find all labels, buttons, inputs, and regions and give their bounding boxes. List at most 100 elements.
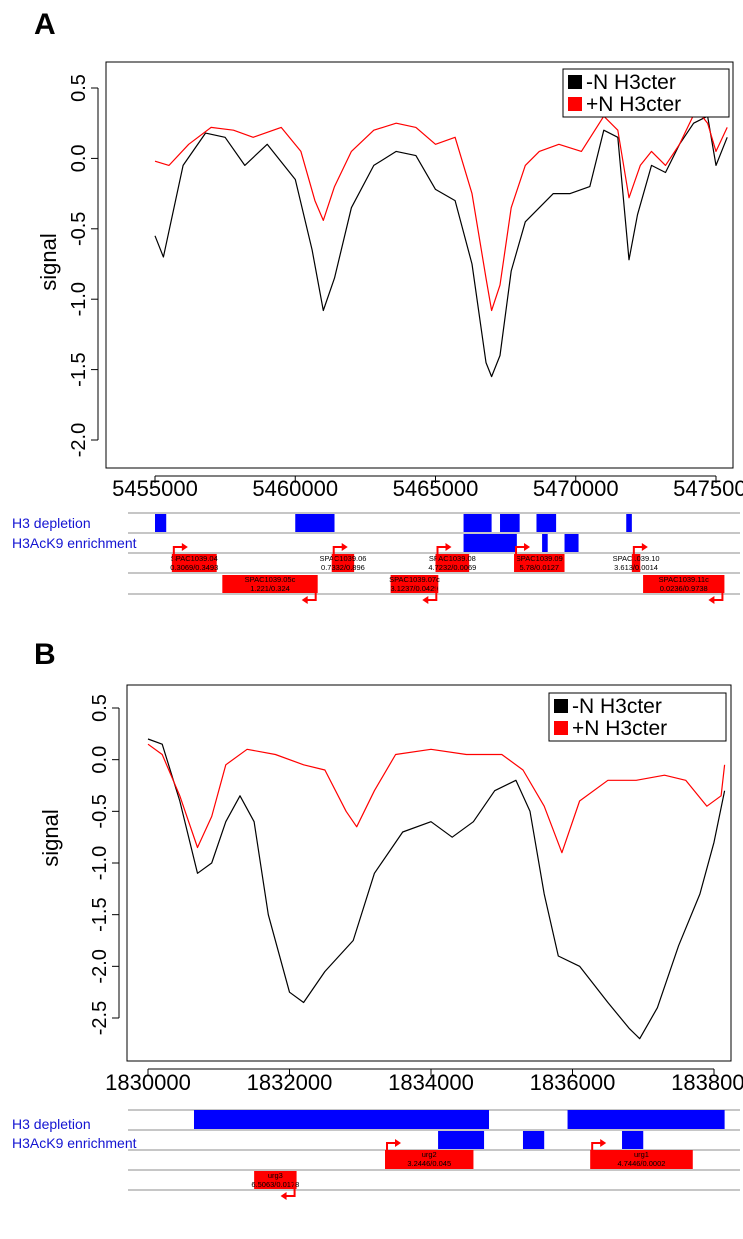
panel-a-gene-name: SPAC1039.11c <box>659 575 709 584</box>
panel-b-tss-arrowhead <box>280 1192 287 1200</box>
panel-a-tss-arrow <box>332 546 344 562</box>
panel-b-gene-name: urg2 <box>422 1150 437 1159</box>
panel-a-y-tick-label: -2.0 <box>68 423 90 457</box>
panel-a-gene-box <box>390 575 439 593</box>
panel-a-tss-arrowhead <box>445 543 452 551</box>
panel-b-track-enrichment-label: H3AcK9 enrichment <box>12 1135 137 1151</box>
panel-a-x-tick-label: 5475000 <box>673 476 743 501</box>
panel-b-tss-arrowhead <box>600 1139 607 1147</box>
panel-b-enrichment-block <box>438 1131 485 1149</box>
panel-b-gene-box <box>385 1150 474 1169</box>
panel-b-series-pos-h3cter-line <box>147 743 726 854</box>
panel-a-tss-arrow <box>632 546 644 562</box>
panel-b-x-tick-label: 1838000 <box>671 1070 743 1095</box>
panel-b-y-tick-label: -2.5 <box>89 1001 111 1035</box>
panel-a-gene-name: SPAC1039.08 <box>429 554 476 563</box>
panel-a-depletion-block <box>155 514 167 532</box>
panel-b-enrichment-block <box>522 1131 545 1149</box>
panel-a-gene-name: SPAC1039.05c <box>245 575 296 584</box>
panel-a-legend-swatch-neg <box>568 75 582 89</box>
panel-b-tss-arrow <box>386 1142 398 1158</box>
panel-b-x-tick-label: 1836000 <box>530 1070 616 1095</box>
panel-a-y-tick-label: -0.5 <box>68 212 90 246</box>
panel-b-legend-swatch-neg <box>554 699 568 713</box>
panel-a-series-pos-h3cter-line <box>154 108 728 312</box>
panel-a-x-tick-label: 5465000 <box>393 476 479 501</box>
panel-b-depletion-block <box>567 1110 725 1129</box>
panel-a-legend: -N H3cter +N H3cter <box>562 68 730 118</box>
panel-a-tss-arrowhead <box>301 596 308 604</box>
panel-a-gene-box <box>514 554 565 572</box>
panel-b-y-tick-label: 0.5 <box>89 694 111 722</box>
panel-b-y-tick-label: -0.5 <box>89 794 111 828</box>
panel-a-gene-box <box>331 554 355 572</box>
panel-b-legend-pos: +N H3cter <box>572 717 667 740</box>
panel-b-x-tick-label: 1830000 <box>105 1070 191 1095</box>
panel-a-tss-arrowhead <box>341 543 348 551</box>
panel-a-gene-score: 3.1237/0.0429 <box>390 584 438 593</box>
panel-a-tss-arrow <box>515 546 527 562</box>
panel-b-y-tick-label: 0.0 <box>89 746 111 774</box>
panel-a-legend-box <box>562 68 730 118</box>
panel-a-gene-box <box>171 554 217 572</box>
panel-a-tss-arrowhead <box>708 596 715 604</box>
panel-a-letter: A <box>34 8 56 41</box>
panel-a-legend-swatch-pos <box>568 97 582 111</box>
panel-b-gene-score: 6.5063/0.0178 <box>251 1180 299 1189</box>
panel-a-x-tick-label: 5470000 <box>533 476 619 501</box>
panel-b-gene-name: urg1 <box>634 1150 649 1159</box>
panel-a-gene-score: 5.78/0.0127 <box>519 563 559 572</box>
panel-a-y-tick-label: -1.0 <box>68 282 90 316</box>
panel-a-gene-score: 4.7232/0.0069 <box>428 563 476 572</box>
panel-a-gene-score: 3.613/0.0014 <box>614 563 658 572</box>
panel-b-tss-arrow <box>284 1181 296 1197</box>
panel-a-enrichment-block <box>463 534 517 552</box>
panel-b-track-depletion-label: H3 depletion <box>12 1116 91 1132</box>
panel-a-x-tick-label: 5460000 <box>252 476 338 501</box>
panel-b-y-tick-label: -2.0 <box>89 949 111 983</box>
panel-a-tss-arrowhead <box>641 543 648 551</box>
panel-b-tss-arrowhead <box>395 1139 402 1147</box>
panel-a-plot-frame <box>105 61 734 469</box>
panel-a-x-tick-label: 5455000 <box>112 476 198 501</box>
panel-b-gene-box <box>254 1171 297 1189</box>
panel-a-gene-box <box>222 575 318 593</box>
panel-a-plot: -2.0 -1.5 -1.0 -0.5 0.0 0.5 5455000 5460000 5465… <box>68 61 743 501</box>
panel-a-tss-arrow <box>436 546 448 562</box>
panel-a-depletion-block <box>536 514 557 532</box>
panel-a-tss-arrow <box>426 585 438 601</box>
panel-a-gene-box <box>643 575 725 593</box>
panel-a-y-axis-title: signal <box>36 233 61 290</box>
panel-b-gene-score: 4.7446/0.0002 <box>617 1159 665 1168</box>
panel-a-track-enrichment-label: H3AcK9 enrichment <box>12 535 137 551</box>
panel-b-enrichment-block <box>622 1131 644 1149</box>
panel-a-tss-arrowhead <box>524 543 531 551</box>
panel-a-series-neg-h3cter-line <box>154 115 728 378</box>
panel-b-x-tick-label: 1832000 <box>247 1070 333 1095</box>
panel-a-y-tick-label: -1.5 <box>68 352 90 386</box>
panel-b-plot: -2.5 -2.0 -1.5 -1.0 -0.5 0.0 0.5 1830000 1832000… <box>89 684 743 1095</box>
panel-a-gene-name: SPAC1039.07c <box>389 575 440 584</box>
panel-a-gene-name: SPAC1039.10 <box>613 554 660 563</box>
panel-b-legend-box <box>548 692 727 742</box>
panel-a-tss-arrow <box>305 585 317 601</box>
panel-b-series-neg-h3cter-line <box>147 738 726 1040</box>
panel-a-tss-arrowhead <box>422 596 429 604</box>
panel-a-gene-box <box>631 554 641 572</box>
panel-b-gene-name: urg3 <box>268 1171 283 1180</box>
panel-b-legend: -N H3cter +N H3cter <box>548 692 727 742</box>
panel-a-y-tick-label: 0.5 <box>68 74 90 102</box>
panel-b-plot-frame <box>126 684 732 1062</box>
panel-b-legend-swatch-pos <box>554 721 568 735</box>
panel-a-depletion-block <box>295 514 335 532</box>
panel-a-gene-score: 0.3069/0.3493 <box>170 563 218 572</box>
panel-b-legend-neg: -N H3cter <box>572 695 662 718</box>
panel-b-gene-score: 3.2446/0.045 <box>407 1159 451 1168</box>
panel-a-track-depletion-label: H3 depletion <box>12 515 91 531</box>
panel-b-x-tick-label: 1834000 <box>388 1070 474 1095</box>
panel-b-depletion-block <box>193 1110 490 1129</box>
panel-a-gene-box <box>435 554 470 572</box>
panel-a-gene-name: SPAC1039.09 <box>516 554 563 563</box>
panel-a-tss-arrowhead <box>181 543 188 551</box>
